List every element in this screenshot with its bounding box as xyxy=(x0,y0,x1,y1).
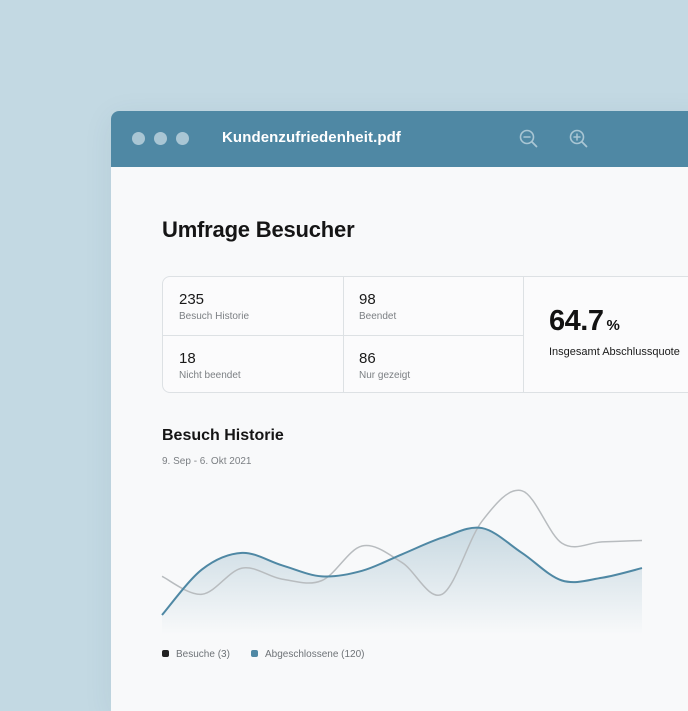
legend-label: Besuche (3) xyxy=(176,649,230,660)
window-close-dot[interactable] xyxy=(132,132,145,145)
zoom-out-icon[interactable] xyxy=(518,128,540,150)
completion-rate-label: Insgesamt Abschlussquote xyxy=(549,346,680,358)
page-title: Umfrage Besucher xyxy=(162,217,355,242)
stats-card: 235 Besuch Historie 98 Beendet 18 Nicht … xyxy=(162,276,688,393)
window-minimize-dot[interactable] xyxy=(154,132,167,145)
history-date-range: 9. Sep - 6. Okt 2021 xyxy=(162,456,252,467)
stats-divider xyxy=(523,277,524,392)
stat-label: Nur gezeigt xyxy=(359,370,411,381)
legend-swatch xyxy=(162,650,169,657)
stats-divider xyxy=(343,277,344,392)
stat-value: 98 xyxy=(359,291,376,308)
stat-value: 235 xyxy=(179,291,205,308)
visits-line-chart xyxy=(161,489,643,635)
history-title: Besuch Historie xyxy=(162,427,284,444)
pdf-viewer-window: Kundenzufriedenheit.pdf Umfrage Besucher xyxy=(111,111,688,711)
stat-only-shown: 86 Nur gezeigt xyxy=(359,350,410,381)
legend-swatch xyxy=(251,650,258,657)
series-line-visits xyxy=(161,489,643,596)
legend-item-completed: Abgeschlossene (120) xyxy=(251,649,365,660)
window-maximize-dot[interactable] xyxy=(176,132,189,145)
legend-item-visits: Besuche (3) xyxy=(162,649,230,660)
stat-label: Nicht beendet xyxy=(179,370,241,381)
stat-completed: 98 Beendet xyxy=(359,291,396,322)
stat-value: 18 xyxy=(179,350,196,367)
document-title: Kundenzufriedenheit.pdf xyxy=(222,129,401,146)
completion-rate-value: 64.7 xyxy=(549,305,604,337)
document-page: Umfrage Besucher 235 Besuch Historie 98 … xyxy=(111,167,688,711)
stat-label: Besuch Historie xyxy=(179,311,250,322)
series-line-completed xyxy=(161,526,643,616)
completion-rate-unit: % xyxy=(606,317,620,334)
stats-divider xyxy=(163,335,523,336)
title-bar: Kundenzufriedenheit.pdf xyxy=(111,111,688,167)
stat-not-completed: 18 Nicht beendet xyxy=(179,350,241,381)
completed-area-fill xyxy=(162,527,642,635)
stat-label: Beendet xyxy=(359,311,397,322)
zoom-in-icon[interactable] xyxy=(568,128,590,150)
completion-rate: 64.7% xyxy=(549,305,620,338)
legend-label: Abgeschlossene (120) xyxy=(265,649,365,660)
stat-value: 86 xyxy=(359,350,376,367)
stat-visit-history: 235 Besuch Historie xyxy=(179,291,249,322)
